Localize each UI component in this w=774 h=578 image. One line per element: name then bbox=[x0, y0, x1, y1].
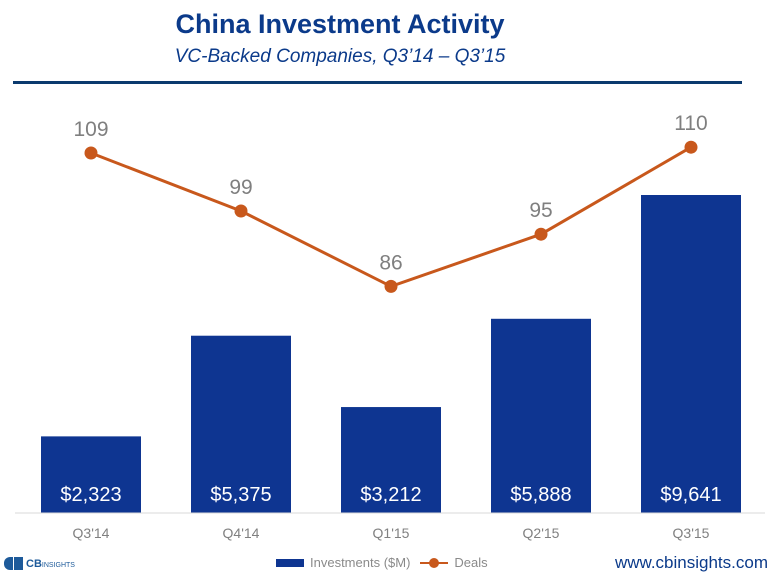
bar bbox=[491, 318, 591, 513]
x-tick-label: Q3'15 bbox=[673, 525, 710, 541]
bar-value-label: $5,888 bbox=[510, 484, 571, 506]
x-tick-label: Q1'15 bbox=[373, 525, 410, 541]
deals-value-label: 99 bbox=[229, 176, 252, 199]
bar-value-label: $9,641 bbox=[660, 484, 721, 506]
x-tick-label: Q4'14 bbox=[223, 525, 260, 541]
legend-line-swatch bbox=[420, 557, 449, 568]
logo-text: CB bbox=[26, 557, 42, 570]
deals-point bbox=[234, 204, 248, 218]
bar-value-label: $3,212 bbox=[360, 484, 421, 506]
x-axis-labels: Q3'14 Q4'14 Q1'15 Q2'15 Q3'15 bbox=[73, 525, 710, 541]
deals-value-label: 95 bbox=[529, 199, 552, 222]
deals-value-label: 109 bbox=[73, 118, 108, 141]
bar-series: $2,323 $5,375 $3,212 $5,888 $9,641 bbox=[41, 195, 741, 513]
deals-point bbox=[684, 140, 698, 154]
bar bbox=[41, 436, 141, 513]
deals-value-label: 86 bbox=[379, 251, 402, 274]
legend-item-deals: Deals bbox=[420, 555, 488, 570]
bar bbox=[641, 195, 741, 513]
chart-title: China Investment Activity bbox=[175, 9, 505, 39]
x-tick-label: Q2'15 bbox=[523, 525, 560, 541]
deals-point bbox=[534, 227, 548, 241]
deals-value-label: 110 bbox=[674, 112, 707, 135]
bar bbox=[191, 335, 291, 513]
x-tick-label: Q3'14 bbox=[73, 525, 110, 541]
chart-subtitle: VC-Backed Companies, Q3’14 – Q3’15 bbox=[174, 46, 506, 67]
bar-value-label: $2,323 bbox=[60, 484, 121, 506]
legend-label-deals: Deals bbox=[454, 555, 488, 570]
legend-bar-swatch bbox=[276, 558, 304, 567]
title-divider bbox=[13, 81, 742, 84]
deals-point bbox=[384, 279, 398, 293]
legend: Investments ($M) Deals bbox=[276, 555, 488, 570]
deals-series: 109 99 86 95 110 bbox=[73, 112, 708, 293]
legend-item-investments: Investments ($M) bbox=[276, 555, 410, 570]
cb-logo-icon bbox=[4, 557, 23, 570]
bar bbox=[341, 407, 441, 513]
legend-label-investments: Investments ($M) bbox=[310, 555, 411, 570]
bar-value-label: $5,375 bbox=[210, 484, 271, 506]
cb-insights-logo: CBINSIGHTS bbox=[4, 557, 75, 570]
logo-subtext: INSIGHTS bbox=[41, 561, 75, 569]
website-link[interactable]: www.cbinsights.com bbox=[614, 553, 768, 572]
deals-point bbox=[84, 146, 98, 160]
